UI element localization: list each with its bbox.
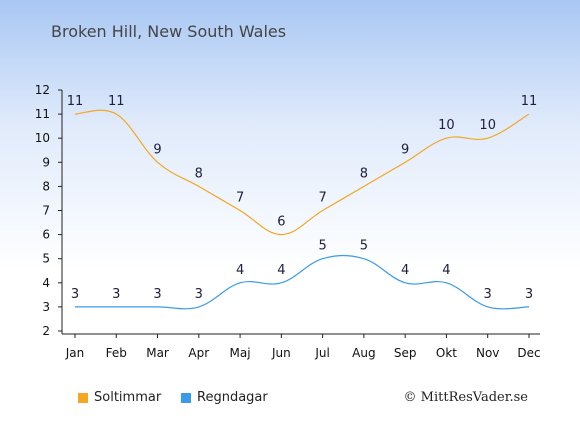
data-label-regndagar: 5 bbox=[360, 239, 368, 254]
data-label-regndagar: 3 bbox=[71, 287, 79, 302]
y-tick-label: 7 bbox=[42, 204, 50, 218]
data-label-regndagar: 3 bbox=[112, 287, 120, 302]
x-tick-label: Jan bbox=[65, 346, 85, 360]
x-tick-label: Okt bbox=[436, 346, 457, 360]
data-label-regndagar: 3 bbox=[195, 287, 203, 302]
x-tick-label: Jun bbox=[271, 346, 291, 360]
data-label-soltimmar: 9 bbox=[401, 142, 409, 157]
y-tick-label: 11 bbox=[35, 107, 50, 121]
data-label-soltimmar: 6 bbox=[277, 215, 285, 230]
data-label-soltimmar: 8 bbox=[360, 166, 368, 181]
y-tick-label: 3 bbox=[42, 300, 50, 314]
copyright: © MittResVader.se bbox=[403, 390, 528, 405]
legend-swatch-regndagar bbox=[181, 392, 191, 403]
data-label-soltimmar: 8 bbox=[195, 166, 203, 181]
legend-label-regndagar: Regndagar bbox=[197, 390, 268, 405]
data-label-regndagar: 3 bbox=[525, 287, 533, 302]
legend-item-regndagar: Regndagar bbox=[181, 390, 268, 405]
data-label-soltimmar: 7 bbox=[318, 191, 326, 206]
data-label-regndagar: 5 bbox=[318, 239, 326, 254]
y-tick-label: 2 bbox=[42, 324, 50, 338]
x-tick-label: Nov bbox=[476, 346, 499, 360]
x-tick-label: Sep bbox=[394, 346, 417, 360]
y-tick-label: 8 bbox=[42, 179, 50, 193]
x-tick-label: Maj bbox=[230, 346, 251, 360]
data-label-soltimmar: 10 bbox=[479, 118, 496, 133]
y-tick-label: 5 bbox=[42, 252, 50, 266]
x-tick-label: Jul bbox=[314, 346, 329, 360]
data-label-regndagar: 4 bbox=[277, 263, 285, 278]
x-tick-label: Mar bbox=[146, 346, 169, 360]
y-tick-label: 4 bbox=[42, 276, 50, 290]
data-label-soltimmar: 11 bbox=[67, 94, 84, 109]
x-tick-label: Apr bbox=[188, 346, 209, 360]
data-label-regndagar: 4 bbox=[401, 263, 409, 278]
y-tick-label: 12 bbox=[35, 83, 50, 97]
data-label-soltimmar: 9 bbox=[153, 142, 161, 157]
data-label-regndagar: 4 bbox=[442, 263, 450, 278]
x-tick-label: Dec bbox=[517, 346, 540, 360]
chart-title: Broken Hill, New South Wales bbox=[51, 22, 287, 41]
data-label-soltimmar: 11 bbox=[521, 94, 538, 109]
y-tick-label: 9 bbox=[42, 155, 50, 169]
data-label-soltimmar: 7 bbox=[236, 191, 244, 206]
y-tick-label: 6 bbox=[42, 228, 50, 242]
data-label-regndagar: 3 bbox=[153, 287, 161, 302]
legend-item-soltimmar: Soltimmar bbox=[78, 390, 161, 405]
series-line-regndagar bbox=[74, 254, 530, 310]
y-tick-label: 10 bbox=[35, 131, 50, 145]
data-label-soltimmar: 10 bbox=[438, 118, 455, 133]
data-label-regndagar: 4 bbox=[236, 263, 244, 278]
data-label-regndagar: 3 bbox=[484, 287, 492, 302]
legend-label-soltimmar: Soltimmar bbox=[94, 390, 162, 405]
x-tick-label: Aug bbox=[352, 346, 375, 360]
data-label-soltimmar: 11 bbox=[108, 94, 125, 109]
series-line-soltimmar bbox=[74, 109, 530, 236]
x-tick-label: Feb bbox=[106, 346, 127, 360]
legend-swatch-soltimmar bbox=[78, 392, 88, 403]
